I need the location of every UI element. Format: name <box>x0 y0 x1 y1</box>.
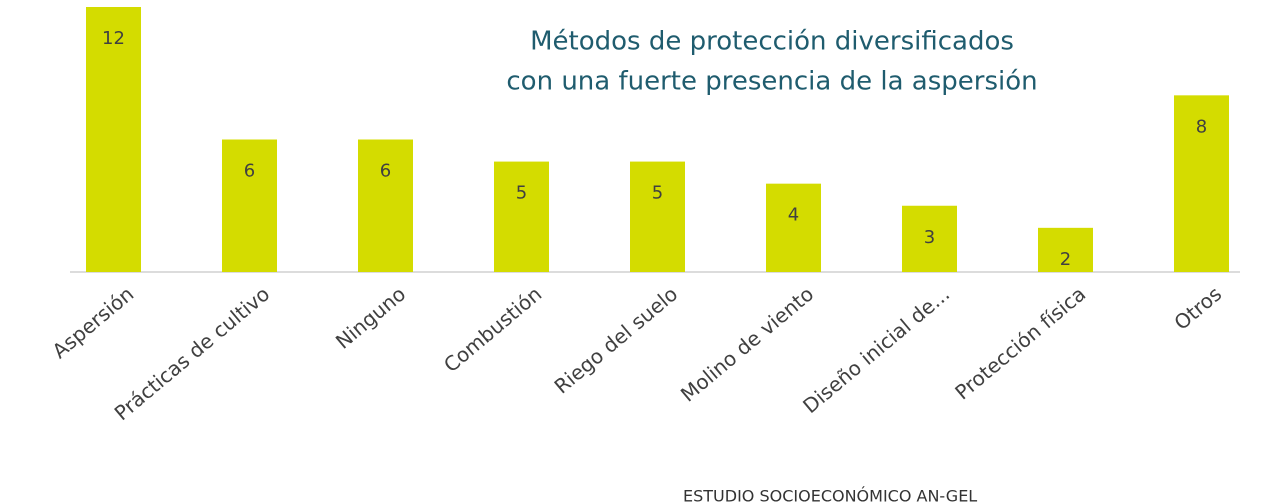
bar <box>630 161 685 272</box>
x-tick-label: Molino de viento <box>676 282 818 407</box>
bar <box>358 139 413 272</box>
data-label: 3 <box>924 227 935 248</box>
data-label: 12 <box>102 28 125 49</box>
x-tick-label: Otros <box>1169 282 1226 335</box>
x-tick-label: Riego del suelo <box>549 282 682 399</box>
data-label: 6 <box>380 161 391 182</box>
bar <box>766 183 821 272</box>
data-label: 6 <box>244 161 255 182</box>
data-label: 5 <box>652 183 663 204</box>
x-tick-label: Diseño inicial de... <box>798 282 954 418</box>
bar <box>222 139 277 272</box>
data-label: 4 <box>788 205 799 226</box>
x-tick-label: Ninguno <box>331 282 410 354</box>
bar <box>1038 227 1093 272</box>
x-tick-label: Protección física <box>950 282 1090 405</box>
bar <box>1174 95 1229 272</box>
data-label: 5 <box>516 183 527 204</box>
data-label: 2 <box>1060 249 1071 270</box>
chart-title: con una fuerte presencia de la aspersión <box>506 67 1037 97</box>
chart-title: Métodos de protección diversificados <box>530 27 1014 57</box>
data-label: 8 <box>1196 116 1207 137</box>
x-tick-label: Combustión <box>439 282 546 377</box>
bar <box>494 161 549 272</box>
source-note: ESTUDIO SOCIOECONÓMICO AN-GEL <box>683 487 977 502</box>
x-tick-label: Aspersión <box>48 282 139 364</box>
bar <box>86 7 141 272</box>
bar <box>902 205 957 272</box>
